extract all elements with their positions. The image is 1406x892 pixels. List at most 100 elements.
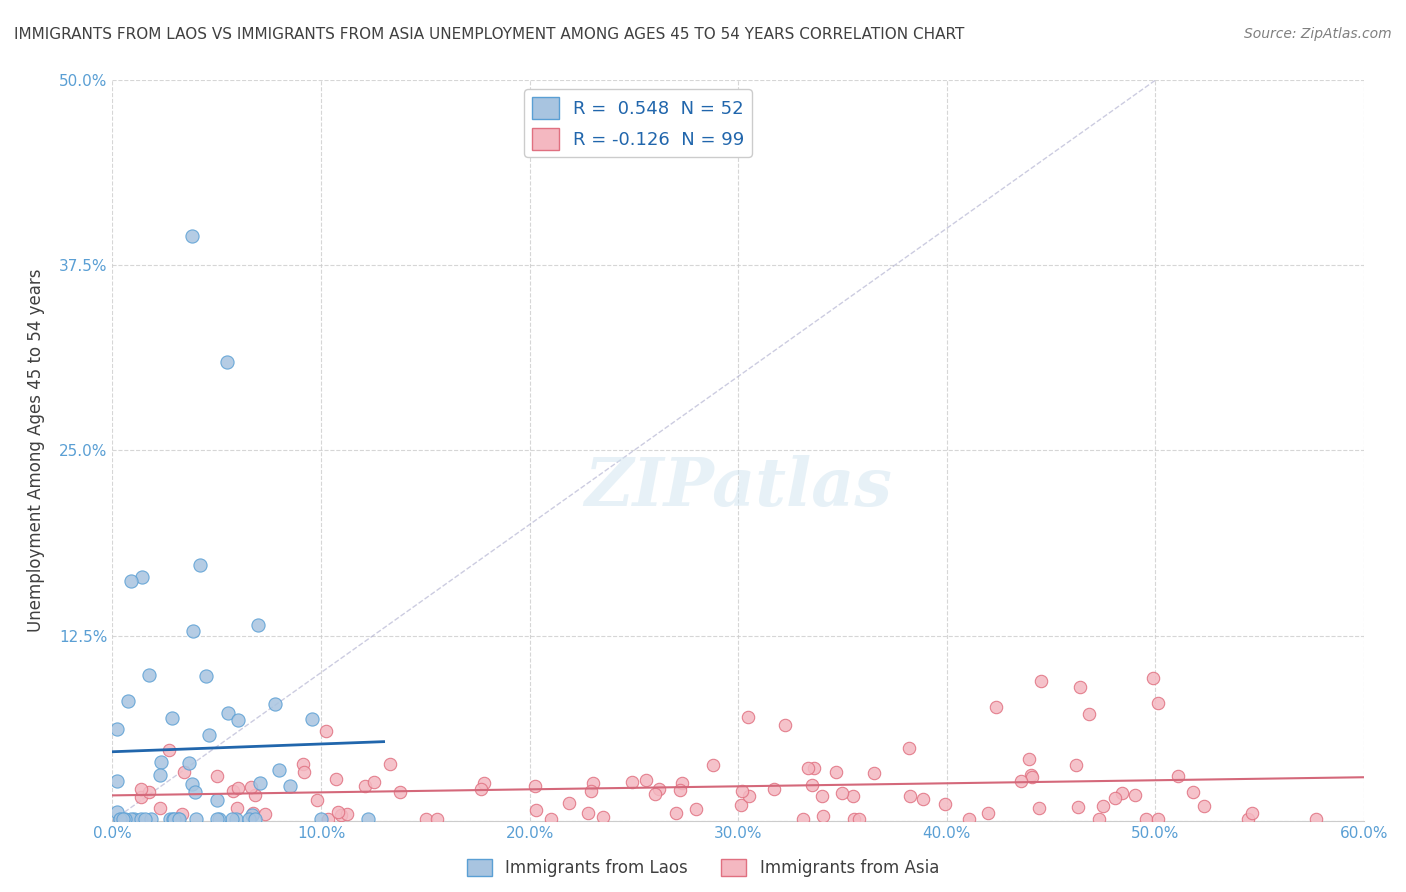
Point	[195, 669, 218, 683]
Point	[898, 740, 921, 755]
Point	[1064, 757, 1087, 772]
Point	[1147, 696, 1170, 710]
Point	[240, 807, 263, 822]
Point	[120, 812, 142, 826]
Point	[811, 808, 834, 822]
Point	[188, 558, 211, 573]
Legend: Immigrants from Laos, Immigrants from Asia: Immigrants from Laos, Immigrants from As…	[460, 852, 946, 884]
Point	[363, 775, 385, 789]
Point	[157, 743, 180, 757]
Point	[198, 728, 221, 742]
Point	[336, 807, 359, 822]
Point	[730, 797, 752, 812]
Point	[378, 757, 401, 772]
Point	[162, 812, 184, 826]
Point	[325, 772, 347, 786]
Point	[315, 723, 337, 738]
Point	[1147, 812, 1170, 826]
Point	[1142, 671, 1164, 685]
Point	[316, 812, 339, 826]
Point	[540, 812, 562, 826]
Point	[247, 618, 270, 632]
Point	[278, 779, 301, 793]
Point	[222, 783, 245, 797]
Point	[129, 782, 152, 797]
Point	[129, 789, 152, 804]
Point	[292, 757, 315, 772]
Point	[163, 812, 186, 826]
Point	[1077, 706, 1099, 721]
Point	[217, 706, 239, 720]
Point	[330, 808, 353, 822]
Point	[173, 764, 195, 779]
Point	[863, 766, 886, 780]
Point	[898, 789, 921, 803]
Point	[180, 777, 202, 791]
Point	[131, 570, 153, 584]
Point	[269, 764, 291, 778]
Point	[172, 807, 194, 822]
Point	[353, 779, 375, 793]
Point	[149, 768, 172, 782]
Point	[150, 755, 173, 769]
Point	[842, 812, 865, 826]
Point	[671, 776, 693, 790]
Point	[1305, 812, 1327, 826]
Point	[581, 784, 603, 798]
Point	[167, 812, 190, 826]
Point	[669, 783, 692, 797]
Point	[111, 812, 134, 826]
Point	[122, 812, 145, 826]
Point	[762, 781, 785, 796]
Point	[208, 812, 231, 826]
Point	[226, 713, 249, 727]
Point	[644, 787, 666, 801]
Point	[426, 812, 449, 826]
Point	[1088, 812, 1111, 826]
Point	[1240, 806, 1263, 821]
Point	[179, 756, 201, 770]
Point	[225, 801, 247, 815]
Point	[1104, 790, 1126, 805]
Point	[634, 773, 657, 788]
Point	[243, 788, 266, 802]
Point	[1135, 812, 1157, 826]
Point	[472, 776, 495, 790]
Point	[159, 812, 181, 826]
Point	[120, 574, 142, 589]
Point	[180, 228, 202, 243]
Point	[141, 812, 163, 826]
Point	[239, 780, 262, 794]
Point	[911, 792, 934, 806]
Point	[186, 812, 208, 826]
Point	[803, 761, 825, 775]
Point	[738, 789, 761, 803]
Y-axis label: Unemployment Among Ages 45 to 54 years: Unemployment Among Ages 45 to 54 years	[27, 268, 45, 632]
Point	[582, 776, 605, 790]
Legend: R =  0.548  N = 52, R = -0.126  N = 99: R = 0.548 N = 52, R = -0.126 N = 99	[524, 89, 752, 157]
Point	[1010, 774, 1032, 789]
Point	[811, 789, 834, 803]
Point	[824, 764, 846, 779]
Point	[307, 793, 329, 807]
Point	[301, 712, 323, 726]
Point	[1123, 789, 1146, 803]
Point	[238, 812, 260, 826]
Point	[134, 812, 156, 826]
Point	[205, 812, 228, 826]
Point	[1018, 752, 1040, 766]
Point	[245, 812, 267, 826]
Text: ZIPatlas: ZIPatlas	[585, 455, 891, 520]
Point	[357, 812, 380, 826]
Point	[1029, 673, 1052, 688]
Point	[166, 812, 188, 826]
Point	[524, 803, 547, 817]
Point	[183, 785, 205, 799]
Point	[1092, 798, 1115, 813]
Point	[792, 812, 814, 826]
Point	[108, 812, 131, 826]
Point	[138, 668, 160, 682]
Point	[685, 802, 707, 816]
Point	[842, 789, 865, 803]
Point	[221, 812, 243, 826]
